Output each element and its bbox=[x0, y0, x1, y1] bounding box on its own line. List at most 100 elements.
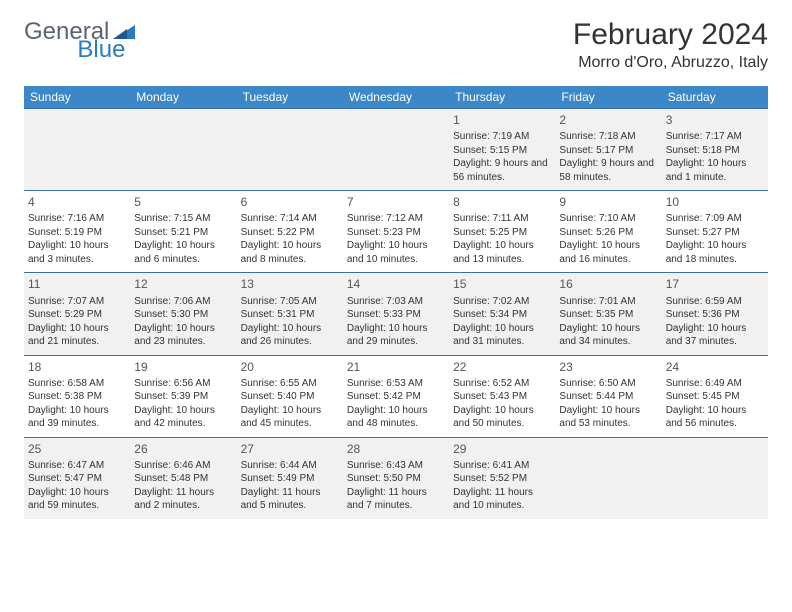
day-cell: 24Sunrise: 6:49 AMSunset: 5:45 PMDayligh… bbox=[662, 355, 768, 437]
daylight-text: Daylight: 9 hours and 58 minutes. bbox=[559, 157, 657, 184]
day-cell: 18Sunrise: 6:58 AMSunset: 5:38 PMDayligh… bbox=[24, 355, 130, 437]
day-cell: 29Sunrise: 6:41 AMSunset: 5:52 PMDayligh… bbox=[449, 437, 555, 519]
sunset-text: Sunset: 5:31 PM bbox=[241, 308, 339, 322]
day-cell: 14Sunrise: 7:03 AMSunset: 5:33 PMDayligh… bbox=[343, 273, 449, 355]
sunset-text: Sunset: 5:22 PM bbox=[241, 226, 339, 240]
week-row: 11Sunrise: 7:07 AMSunset: 5:29 PMDayligh… bbox=[24, 273, 768, 355]
day-number: 27 bbox=[241, 441, 339, 457]
daylight-text: Daylight: 11 hours and 7 minutes. bbox=[347, 486, 445, 513]
dow-row: SundayMondayTuesdayWednesdayThursdayFrid… bbox=[24, 86, 768, 109]
sunset-text: Sunset: 5:15 PM bbox=[453, 144, 551, 158]
month-title: February 2024 bbox=[573, 18, 768, 52]
sunset-text: Sunset: 5:17 PM bbox=[559, 144, 657, 158]
daylight-text: Daylight: 10 hours and 10 minutes. bbox=[347, 239, 445, 266]
daylight-text: Daylight: 10 hours and 31 minutes. bbox=[453, 322, 551, 349]
sunset-text: Sunset: 5:25 PM bbox=[453, 226, 551, 240]
day-number: 8 bbox=[453, 194, 551, 210]
daylight-text: Daylight: 10 hours and 6 minutes. bbox=[134, 239, 232, 266]
day-cell: 26 Sunrise: 6:46 AMSunset: 5:48 PMDayligh… bbox=[130, 437, 236, 519]
sunset-text: Sunset: 5:52 PM bbox=[453, 472, 551, 486]
day-cell: 21Sunrise: 6:53 AMSunset: 5:42 PMDayligh… bbox=[343, 355, 449, 437]
day-number: 4 bbox=[28, 194, 126, 210]
daylight-text: Daylight: 10 hours and 21 minutes. bbox=[28, 322, 126, 349]
day-number: 19 bbox=[134, 359, 232, 375]
sunset-text: Sunset: 5:30 PM bbox=[134, 308, 232, 322]
daylight-text: Daylight: 10 hours and 13 minutes. bbox=[453, 239, 551, 266]
daylight-text: Daylight: 11 hours and 2 minutes. bbox=[134, 486, 232, 513]
sunrise-text: Sunrise: 6:53 AM bbox=[347, 377, 445, 391]
location-text: Morro d'Oro, Abruzzo, Italy bbox=[573, 54, 768, 72]
sunset-text: Sunset: 5:29 PM bbox=[28, 308, 126, 322]
dow-cell: Wednesday bbox=[343, 86, 449, 109]
sunset-text: Sunset: 5:27 PM bbox=[666, 226, 764, 240]
sunrise-text: Sunrise: 7:17 AM bbox=[666, 130, 764, 144]
calendar-body: SundayMondayTuesdayWednesdayThursdayFrid… bbox=[24, 86, 768, 519]
day-number: 6 bbox=[241, 194, 339, 210]
dow-cell: Sunday bbox=[24, 86, 130, 109]
sunrise-text: Sunrise: 7:19 AM bbox=[453, 130, 551, 144]
sunrise-text: Sunrise: 6:47 AM bbox=[28, 459, 126, 473]
week-row: 1 Sunrise: 7:19 AMSunset: 5:15 PM Daylight… bbox=[24, 109, 768, 191]
day-number: 25 bbox=[28, 441, 126, 457]
page-header: General Blue February 2024 Morro d'Oro, … bbox=[24, 18, 768, 72]
sunrise-text: Sunrise: 7:16 AM bbox=[28, 212, 126, 226]
sunrise-text: Sunrise: 6:46 AM bbox=[134, 459, 232, 473]
day-number: 5 bbox=[134, 194, 232, 210]
day-cell: 20Sunrise: 6:55 AMSunset: 5:40 PMDayligh… bbox=[237, 355, 343, 437]
empty-cell bbox=[237, 109, 343, 191]
empty-cell bbox=[24, 109, 130, 191]
sunrise-text: Sunrise: 7:09 AM bbox=[666, 212, 764, 226]
sunrise-text: Sunrise: 7:05 AM bbox=[241, 295, 339, 309]
day-number: 15 bbox=[453, 276, 551, 292]
day-cell: 17Sunrise: 6:59 AMSunset: 5:36 PMDayligh… bbox=[662, 273, 768, 355]
daylight-text: Daylight: 10 hours and 29 minutes. bbox=[347, 322, 445, 349]
day-cell: 6Sunrise: 7:14 AMSunset: 5:22 PMDaylight… bbox=[237, 191, 343, 273]
day-number: 16 bbox=[559, 276, 657, 292]
calendar-table: SundayMondayTuesdayWednesdayThursdayFrid… bbox=[24, 86, 768, 519]
day-number: 21 bbox=[347, 359, 445, 375]
week-row: 18Sunrise: 6:58 AMSunset: 5:38 PMDayligh… bbox=[24, 355, 768, 437]
sunset-text: Sunset: 5:49 PM bbox=[241, 472, 339, 486]
sunrise-text: Sunrise: 7:02 AM bbox=[453, 295, 551, 309]
daylight-text: Daylight: 10 hours and 8 minutes. bbox=[241, 239, 339, 266]
sunrise-text: Sunrise: 6:50 AM bbox=[559, 377, 657, 391]
sunset-text: Sunset: 5:35 PM bbox=[559, 308, 657, 322]
sunrise-text: Sunrise: 7:10 AM bbox=[559, 212, 657, 226]
daylight-text: Daylight: 10 hours and 26 minutes. bbox=[241, 322, 339, 349]
day-number: 7 bbox=[347, 194, 445, 210]
daylight-text: Daylight: 11 hours and 10 minutes. bbox=[453, 486, 551, 513]
day-number: 17 bbox=[666, 276, 764, 292]
daylight-text: Daylight: 10 hours and 3 minutes. bbox=[28, 239, 126, 266]
day-cell: 25Sunrise: 6:47 AMSunset: 5:47 PMDayligh… bbox=[24, 437, 130, 519]
daylight-text: Daylight: 10 hours and 50 minutes. bbox=[453, 404, 551, 431]
daylight-text: Daylight: 10 hours and 18 minutes. bbox=[666, 239, 764, 266]
day-number: 9 bbox=[559, 194, 657, 210]
day-number: 29 bbox=[453, 441, 551, 457]
day-number: 1 bbox=[453, 112, 551, 128]
day-number: 11 bbox=[28, 276, 126, 292]
daylight-text: Daylight: 10 hours and 42 minutes. bbox=[134, 404, 232, 431]
logo-word2: Blue bbox=[77, 36, 125, 64]
sunrise-text: Sunrise: 7:11 AM bbox=[453, 212, 551, 226]
day-cell: 13Sunrise: 7:05 AMSunset: 5:31 PMDayligh… bbox=[237, 273, 343, 355]
day-number: 18 bbox=[28, 359, 126, 375]
sunset-text: Sunset: 5:23 PM bbox=[347, 226, 445, 240]
day-number: 2 bbox=[559, 112, 657, 128]
day-cell: 8 Sunrise: 7:11 AMSunset: 5:25 PMDaylight… bbox=[449, 191, 555, 273]
day-number: 3 bbox=[666, 112, 764, 128]
day-cell: 11Sunrise: 7:07 AMSunset: 5:29 PMDayligh… bbox=[24, 273, 130, 355]
dow-cell: Friday bbox=[555, 86, 661, 109]
sunset-text: Sunset: 5:44 PM bbox=[559, 390, 657, 404]
day-number: 26 bbox=[134, 441, 232, 457]
day-number: 20 bbox=[241, 359, 339, 375]
dow-cell: Tuesday bbox=[237, 86, 343, 109]
sunset-text: Sunset: 5:34 PM bbox=[453, 308, 551, 322]
calendar-page: General Blue February 2024 Morro d'Oro, … bbox=[0, 0, 792, 537]
sunrise-text: Sunrise: 6:52 AM bbox=[453, 377, 551, 391]
daylight-text: Daylight: 10 hours and 1 minute. bbox=[666, 157, 764, 184]
day-number: 28 bbox=[347, 441, 445, 457]
sunset-text: Sunset: 5:48 PM bbox=[134, 472, 232, 486]
title-block: February 2024 Morro d'Oro, Abruzzo, Ital… bbox=[573, 18, 768, 72]
daylight-text: Daylight: 10 hours and 34 minutes. bbox=[559, 322, 657, 349]
day-cell: 16Sunrise: 7:01 AMSunset: 5:35 PMDayligh… bbox=[555, 273, 661, 355]
